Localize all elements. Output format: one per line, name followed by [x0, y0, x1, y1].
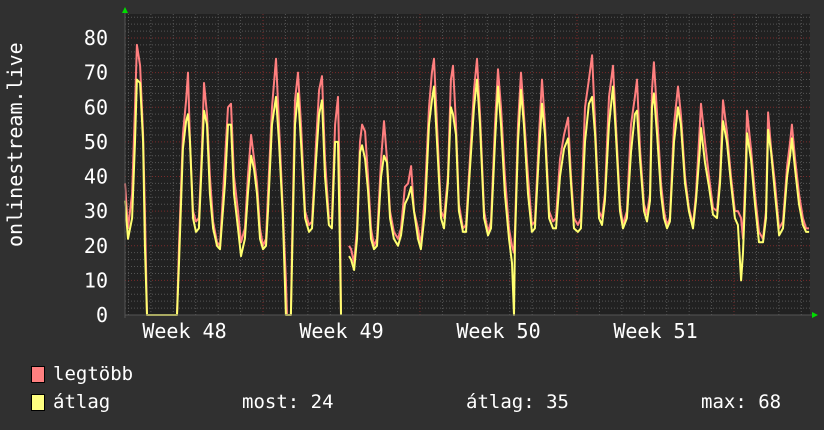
stat-avg: átlag: 35 — [466, 391, 569, 413]
y-tick-label: 10 — [84, 268, 108, 292]
stat-max: max: 68 — [701, 391, 782, 413]
legend-label-max: legtöbb — [53, 363, 134, 385]
y-tick-label: 30 — [84, 199, 108, 223]
y-tick-label: 40 — [84, 165, 108, 189]
y-axis-arrow-icon — [122, 7, 128, 13]
y-tick-label: 70 — [84, 61, 108, 85]
legend-swatch-max — [31, 365, 45, 383]
y-tick-label: 20 — [84, 234, 108, 258]
x-tick-label: Week 50 — [456, 319, 540, 343]
legend-item-avg: átlag — [31, 391, 111, 413]
x-tick-label: Week 49 — [299, 319, 383, 343]
x-axis-arrow-icon — [812, 312, 818, 318]
x-tick-label: Week 51 — [613, 319, 697, 343]
legend-swatch-avg — [31, 393, 45, 411]
x-tick-label: Week 48 — [142, 319, 226, 343]
y-tick-label: 50 — [84, 130, 108, 154]
y-tick-label: 60 — [84, 95, 108, 119]
series-avg-line — [124, 78, 809, 316]
stat-now: most: 24 — [242, 391, 334, 413]
plot-area — [125, 14, 810, 315]
y-tick-label: 0 — [96, 303, 108, 327]
legend-label-avg: átlag — [53, 391, 111, 413]
y-axis-label: onlinestream.live — [3, 42, 27, 247]
legend-item-max: legtöbb — [31, 363, 134, 385]
y-tick-label: 80 — [84, 26, 108, 50]
